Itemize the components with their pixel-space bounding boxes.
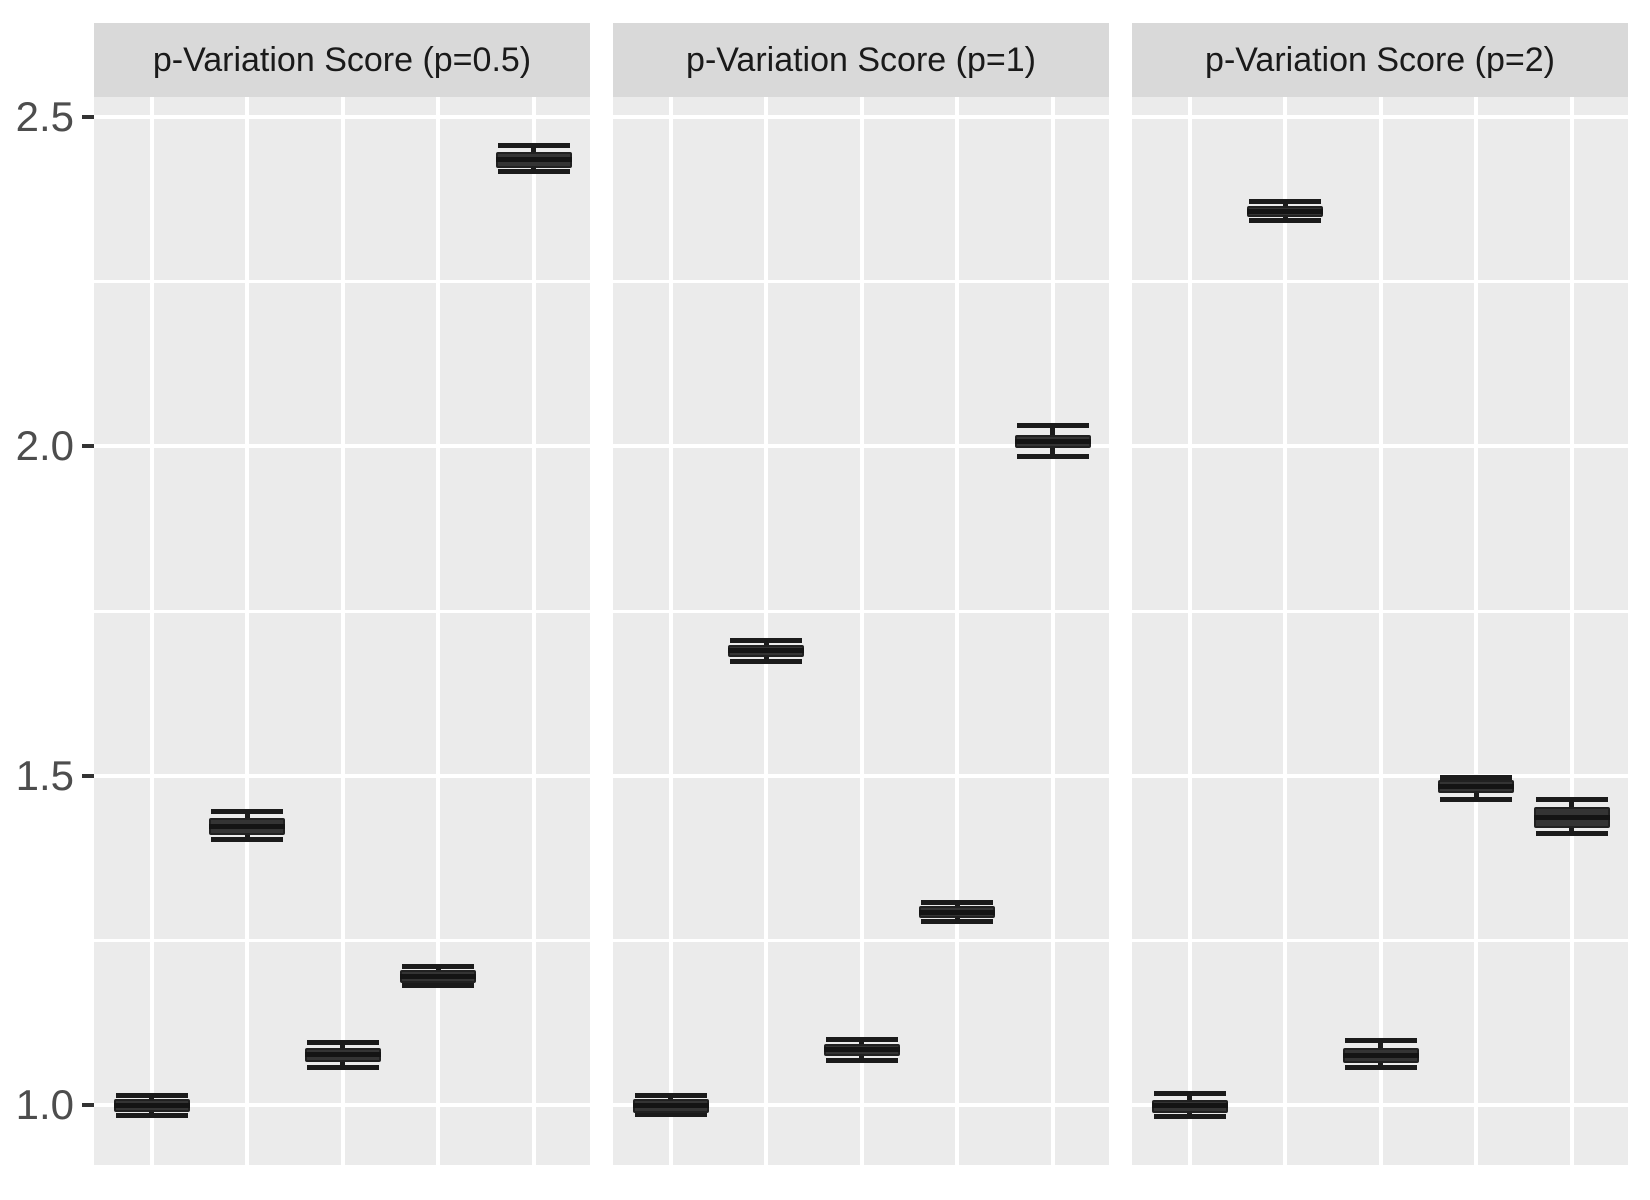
boxplot-whisker-cap-bottom xyxy=(211,837,283,843)
boxplot-median xyxy=(728,648,804,654)
boxplot-median xyxy=(113,1102,190,1108)
boxplot-whisker-cap-bottom xyxy=(921,918,993,924)
y-axis-tick-mark xyxy=(82,773,94,778)
boxplot-median xyxy=(1014,439,1091,445)
boxplot-whisker-cap-bottom xyxy=(730,659,802,665)
boxplot-median xyxy=(400,974,476,980)
boxplot-median xyxy=(1342,1053,1419,1059)
boxplot-median xyxy=(304,1052,381,1058)
gridline-vertical xyxy=(955,97,959,1165)
boxplot-whisker-cap-bottom xyxy=(402,983,474,989)
gridline-vertical xyxy=(764,97,768,1165)
y-axis-tick-label: 1.0 xyxy=(15,1081,74,1129)
boxplot-whisker-cap-top xyxy=(1344,1037,1417,1043)
boxplot-median xyxy=(1151,1102,1228,1108)
boxplot-whisker-cap-top xyxy=(306,1039,379,1045)
boxplot-whisker-cap-top xyxy=(921,900,993,906)
gridline-vertical xyxy=(1050,97,1055,1165)
boxplot-whisker-cap-top xyxy=(1249,198,1321,204)
boxplot-whisker-cap-top xyxy=(1016,422,1089,428)
gridline-vertical xyxy=(149,97,154,1165)
boxplot-median xyxy=(632,1102,709,1108)
gridline-vertical xyxy=(1474,97,1478,1165)
gridline-vertical xyxy=(436,97,440,1165)
y-axis-tick-mark xyxy=(82,115,94,119)
boxplot-whisker-cap-bottom xyxy=(1153,1114,1226,1120)
boxplot-whisker-cap-bottom xyxy=(1249,217,1321,223)
facet-panel xyxy=(1132,97,1628,1165)
boxplot-whisker-cap-top xyxy=(402,964,474,970)
facet-strip: p-Variation Score (p=2) xyxy=(1132,23,1628,97)
y-axis-tick-label: 2.0 xyxy=(15,422,74,470)
boxplot-whisker-cap-top xyxy=(1153,1091,1226,1097)
gridline-vertical xyxy=(245,97,249,1165)
facet-strip-title: p-Variation Score (p=0.5) xyxy=(152,41,532,79)
boxplot-whisker-cap-top xyxy=(730,637,802,643)
boxplot-median xyxy=(919,909,995,915)
gridline-vertical xyxy=(1187,97,1192,1165)
facet-strip: p-Variation Score (p=1) xyxy=(613,23,1109,97)
facet-strip-title: p-Variation Score (p=1) xyxy=(686,41,1036,79)
y-axis-tick-mark xyxy=(82,444,94,449)
boxplot-median xyxy=(1247,209,1323,215)
boxplot-whisker-cap-top xyxy=(497,142,570,148)
boxplot-whisker-cap-bottom xyxy=(825,1058,898,1064)
boxplot-median xyxy=(1438,783,1514,789)
boxplot-whisker-cap-bottom xyxy=(115,1113,188,1119)
boxplot-median xyxy=(1533,815,1610,821)
facet-panel xyxy=(613,97,1109,1165)
gridline-vertical xyxy=(1283,97,1287,1165)
boxplot-whisker-cap-top xyxy=(115,1093,188,1099)
gridline-vertical xyxy=(859,97,864,1165)
boxplot-median xyxy=(495,157,572,163)
y-axis-tick-label: 1.5 xyxy=(15,751,74,799)
boxplot-whisker-cap-top xyxy=(825,1037,898,1043)
boxplot-whisker-cap-top xyxy=(634,1093,707,1099)
gridline-vertical xyxy=(1378,97,1383,1165)
gridline-vertical xyxy=(340,97,345,1165)
y-axis-tick-mark xyxy=(82,1103,94,1108)
facet-strip: p-Variation Score (p=0.5) xyxy=(94,23,590,97)
boxplot-whisker-cap-bottom xyxy=(306,1065,379,1070)
boxplot-median xyxy=(823,1047,900,1053)
boxplot-median xyxy=(209,823,285,829)
boxplot-whisker-cap-bottom xyxy=(1535,831,1608,837)
facet-panel xyxy=(94,97,590,1165)
boxplot-whisker-cap-bottom xyxy=(634,1111,707,1117)
gridline-vertical xyxy=(668,97,673,1165)
gridline-vertical xyxy=(1569,97,1574,1165)
boxplot-whisker-cap-bottom xyxy=(1344,1065,1417,1070)
boxplot-whisker-cap-top xyxy=(1440,774,1512,780)
y-axis-tick-label: 2.5 xyxy=(15,93,74,140)
facet-strip-title: p-Variation Score (p=2) xyxy=(1205,41,1555,79)
boxplot-whisker-cap-top xyxy=(211,809,283,815)
boxplot-whisker-cap-top xyxy=(1535,796,1608,802)
boxplot-whisker-cap-bottom xyxy=(1440,796,1512,802)
gridline-vertical xyxy=(531,97,536,1165)
boxplot-whisker-cap-bottom xyxy=(1016,453,1089,459)
boxplot-whisker-cap-bottom xyxy=(497,169,570,175)
